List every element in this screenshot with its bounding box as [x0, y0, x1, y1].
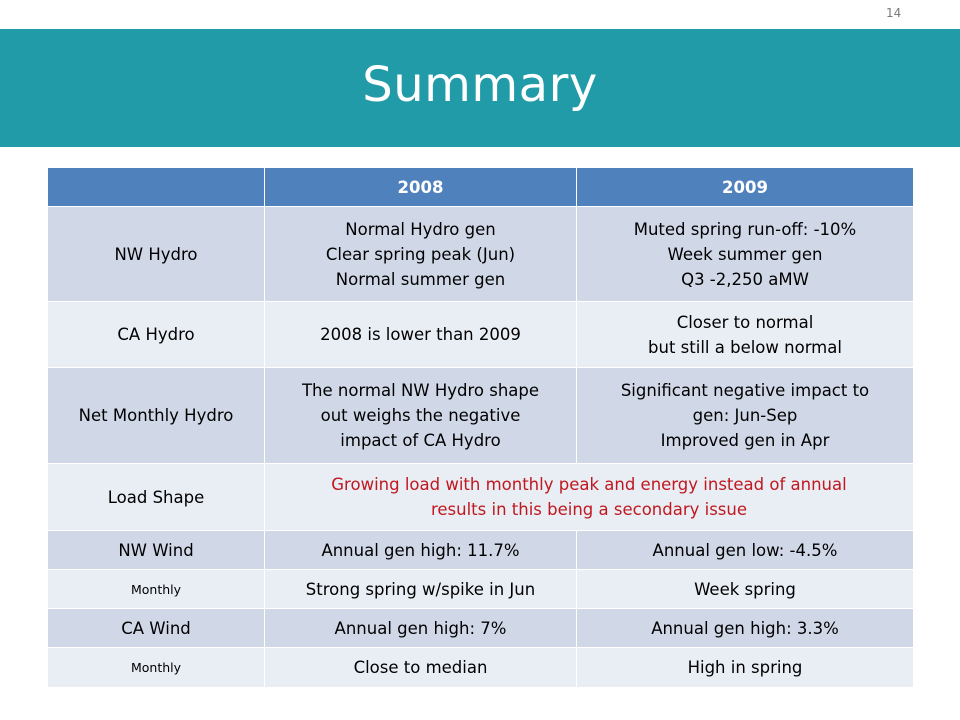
table-cell-merged: Growing load with monthly peak and energ…	[264, 463, 914, 531]
table-row: Monthly Close to median High in spring	[47, 647, 914, 688]
row-label: NW Hydro	[47, 206, 265, 302]
table-cell: Normal Hydro gen Clear spring peak (Jun)…	[264, 206, 577, 302]
table-header-row: 2008 2009	[47, 167, 914, 207]
cell-line: but still a below normal	[648, 337, 842, 357]
table-row: CA Hydro 2008 is lower than 2009 Closer …	[47, 301, 914, 368]
row-label: CA Hydro	[47, 301, 265, 368]
table-row: Net Monthly Hydro The normal NW Hydro sh…	[47, 367, 914, 464]
table-cell: Muted spring run-off: -10% Week summer g…	[576, 206, 914, 302]
cell-line: Normal Hydro gen	[345, 219, 496, 239]
header-cell: 2008	[264, 167, 577, 207]
cell-line: Clear spring peak (Jun)	[325, 244, 516, 264]
table-cell: Closer to normal but still a below norma…	[576, 301, 914, 368]
table-row: Monthly Strong spring w/spike in Jun Wee…	[47, 569, 914, 609]
cell-line: results in this being a secondary issue	[430, 500, 748, 519]
table-cell: 2008 is lower than 2009	[264, 301, 577, 368]
row-label: NW Wind	[47, 530, 265, 570]
table-cell: High in spring	[576, 647, 914, 688]
summary-table: 2008 2009 NW Hydro Normal Hydro gen Clea…	[47, 167, 914, 688]
table-cell: Close to median	[264, 647, 577, 688]
title-banner: Summary	[0, 29, 960, 147]
table-cell: Week spring	[576, 569, 914, 609]
table-cell: Strong spring w/spike in Jun	[264, 569, 577, 609]
table-row: NW Wind Annual gen high: 11.7% Annual ge…	[47, 530, 914, 570]
row-label: Net Monthly Hydro	[47, 367, 265, 464]
cell-line: Week summer gen	[667, 244, 823, 264]
cell-line: Growing load with monthly peak and energ…	[331, 475, 847, 494]
table-cell: Annual gen high: 7%	[264, 608, 577, 648]
table-cell: Annual gen high: 3.3%	[576, 608, 914, 648]
table-cell: Annual gen low: -4.5%	[576, 530, 914, 570]
cell-line: Q3 -2,250 aMW	[681, 269, 809, 289]
page-number: 14	[886, 6, 902, 20]
cell-line: Normal summer gen	[335, 269, 506, 289]
cell-line: Muted spring run-off: -10%	[633, 219, 857, 239]
row-sublabel: Monthly	[47, 647, 265, 688]
table-row: Load Shape Growing load with monthly pea…	[47, 463, 914, 531]
slide-title: Summary	[362, 57, 598, 113]
cell-line: 2008 is lower than 2009	[320, 325, 521, 344]
row-label: Load Shape	[47, 463, 265, 531]
table-cell: The normal NW Hydro shape out weighs the…	[264, 367, 577, 464]
cell-line: impact of CA Hydro	[340, 431, 501, 450]
cell-line: gen: Jun-Sep	[692, 406, 798, 425]
row-label: CA Wind	[47, 608, 265, 648]
cell-line: out weighs the negative	[320, 406, 521, 425]
cell-line: Improved gen in Apr	[660, 431, 830, 450]
cell-line: The normal NW Hydro shape	[301, 381, 540, 400]
row-sublabel: Monthly	[47, 569, 265, 609]
header-cell	[47, 167, 265, 207]
table-cell: Significant negative impact to gen: Jun-…	[576, 367, 914, 464]
cell-line: Closer to normal	[676, 312, 814, 332]
header-cell: 2009	[576, 167, 914, 207]
table-row: NW Hydro Normal Hydro gen Clear spring p…	[47, 206, 914, 302]
table-cell: Annual gen high: 11.7%	[264, 530, 577, 570]
cell-line: Significant negative impact to	[620, 381, 870, 400]
table-row: CA Wind Annual gen high: 7% Annual gen h…	[47, 608, 914, 648]
